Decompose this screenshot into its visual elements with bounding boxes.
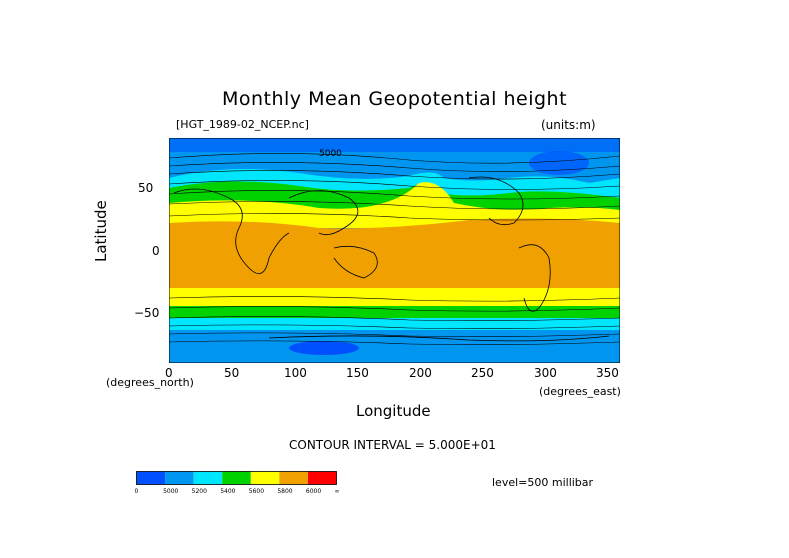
colorbar-label: 5400 [220, 488, 236, 495]
colorbar [136, 471, 337, 485]
ytick-50: 50 [138, 181, 154, 195]
colorbar-box [279, 471, 308, 485]
colorbar-box [165, 471, 194, 485]
antarctic-low [289, 341, 359, 355]
y-axis-units: (degrees_north) [106, 376, 194, 389]
xtick-50: 50 [224, 366, 240, 380]
file-label: [HGT_1989-02_NCEP.nc] [176, 118, 309, 131]
xtick-100: 100 [284, 366, 307, 380]
contour-interval-label: CONTOUR INTERVAL = 5.000E+01 [289, 438, 496, 452]
ytick-0: 0 [152, 244, 160, 258]
xtick-150: 150 [346, 366, 369, 380]
colorbar-label: 5000 [163, 488, 179, 495]
colorbar-label: 6000 [305, 488, 322, 495]
xtick-200: 200 [409, 366, 432, 380]
band-orange-tropics [169, 218, 620, 295]
level-label: level=500 millibar [492, 476, 594, 489]
colorbar-label: 5200 [191, 488, 207, 495]
north-low [529, 151, 589, 175]
colorbar-label: 0 [134, 488, 139, 495]
contour-lines [169, 153, 620, 345]
band-cyan-south [169, 318, 620, 330]
xtick-0: 0 [165, 366, 173, 380]
band-green-south [169, 306, 620, 320]
band-blue-south [169, 330, 620, 363]
colorbar-label: 5800 [277, 488, 293, 495]
xtick-350: 350 [596, 366, 619, 380]
colorbar-box [136, 471, 166, 485]
x-axis-units: (degrees_east) [539, 385, 621, 398]
colorbar-label: ∞ [334, 488, 340, 495]
band-north-pole [169, 138, 620, 154]
colorbar-frame [136, 471, 337, 485]
map-contour-label: 5000 [319, 149, 342, 159]
ytick-neg50: −50 [134, 306, 160, 320]
units-label: (units:m) [541, 118, 596, 132]
colorbar-box [250, 471, 280, 485]
xtick-300: 300 [534, 366, 557, 380]
colorbar-box [193, 471, 223, 485]
map-bands [169, 138, 620, 363]
colorbar-box [222, 471, 251, 485]
band-north-high [169, 152, 620, 170]
page-title: Monthly Mean Geopotential height [221, 88, 568, 110]
coastlines [173, 176, 610, 342]
band-yellow-south [169, 288, 620, 308]
xtick-250: 250 [471, 366, 494, 380]
x-axis-label: Longitude [356, 402, 431, 420]
y-axis-label: Latitude [92, 200, 110, 262]
geopotential-map: 5000 [169, 138, 620, 363]
colorbar-label: 5600 [248, 488, 265, 495]
colorbar-box [307, 471, 337, 485]
